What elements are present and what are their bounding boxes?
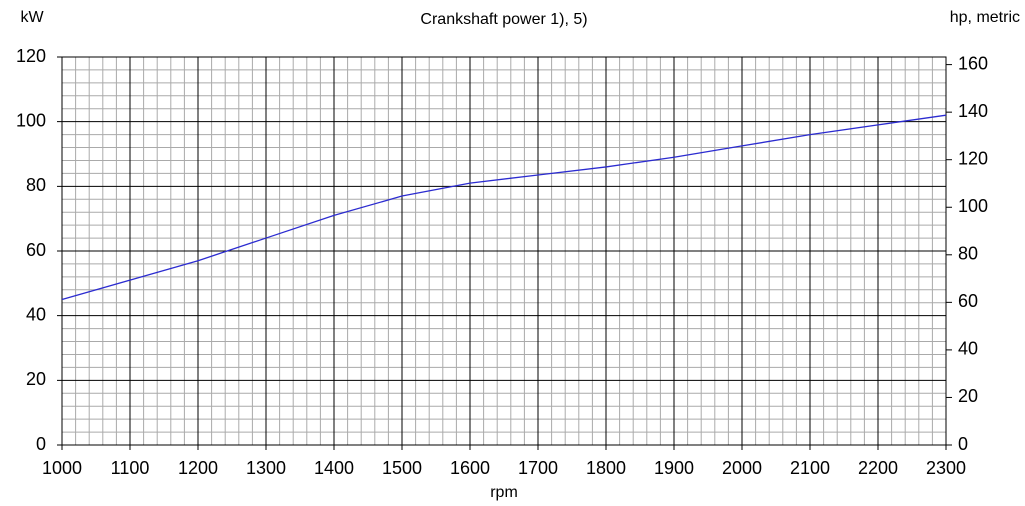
x-tick-label: 1800 <box>586 458 626 478</box>
y-tick-label: 40 <box>26 304 46 324</box>
y2-tick-label: 0 <box>958 434 968 454</box>
x-tick-label: 2300 <box>926 458 966 478</box>
y-tick-label: 60 <box>26 240 46 260</box>
y-tick-label: 100 <box>16 110 46 130</box>
y2-tick-label: 120 <box>958 148 988 168</box>
y-tick-label: 120 <box>16 46 46 66</box>
x-tick-label: 1400 <box>314 458 354 478</box>
x-tick-label: 1100 <box>111 458 150 478</box>
x-tick-label: 2200 <box>858 458 898 478</box>
y2-tick-label: 60 <box>958 291 978 311</box>
y2-tick-label: 20 <box>958 386 978 406</box>
y2-tick-label: 80 <box>958 244 978 264</box>
y2-tick-label: 40 <box>958 339 978 359</box>
y-tick-label: 80 <box>26 175 46 195</box>
y-tick-label: 20 <box>26 369 46 389</box>
y-axis-label: kW <box>20 9 44 26</box>
x-tick-label: 1300 <box>246 458 286 478</box>
y2-tick-label: 140 <box>958 101 988 121</box>
chart-title: Crankshaft power 1), 5) <box>420 11 587 28</box>
y2-tick-label: 160 <box>958 53 988 73</box>
x-tick-label: 1000 <box>42 458 82 478</box>
data-line <box>61 114 947 301</box>
plot-frame <box>61 56 947 446</box>
x-tick-label: 2100 <box>790 458 830 478</box>
y2-axis-label: hp, metric <box>950 9 1020 26</box>
x-tick-label: 1200 <box>178 458 218 478</box>
x-tick-label: 1600 <box>450 458 490 478</box>
x-axis-label: rpm <box>490 484 518 501</box>
x-tick-label: 2000 <box>722 458 762 478</box>
x-tick-label: 1500 <box>382 458 422 478</box>
x-tick-label: 1900 <box>654 458 694 478</box>
y2-tick-label: 100 <box>958 196 988 216</box>
y-tick-label: 0 <box>36 434 46 454</box>
x-tick-label: 1700 <box>518 458 558 478</box>
